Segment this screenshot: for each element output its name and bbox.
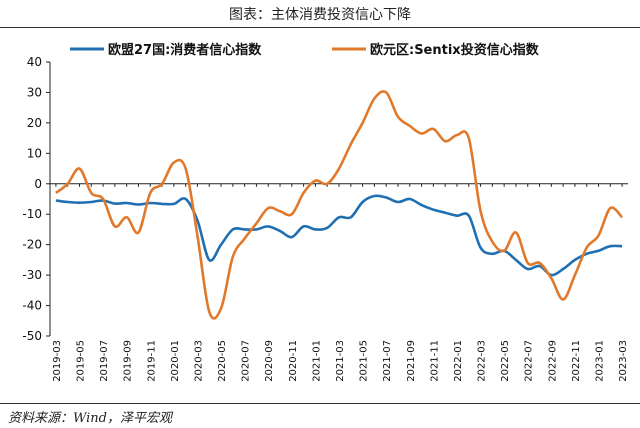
y-tick-label: -50 <box>22 329 42 343</box>
axes: 40 30 20 10 0 -10 -20 -30 -40 -50 2019-03 2019-05 20… <box>22 55 629 382</box>
y-tick-label: -10 <box>22 207 42 221</box>
legend-label-eu-consumer: 欧盟27国:消费者信心指数 <box>108 42 262 58</box>
x-tick-label: 2019-03 <box>52 340 63 382</box>
x-tick-label: 2022-09 <box>547 340 558 382</box>
x-tick-label: 2019-07 <box>99 340 110 382</box>
x-tick-label: 2020-09 <box>264 340 275 382</box>
x-tick-label: 2019-09 <box>123 340 134 382</box>
x-tick-label: 2023-01 <box>595 340 606 382</box>
x-tick-label: 2021-11 <box>429 340 440 382</box>
title-divider <box>0 27 640 28</box>
y-tick-label: 10 <box>27 146 42 160</box>
y-tick-label: -40 <box>22 299 42 313</box>
x-tick-label: 2019-05 <box>75 340 86 382</box>
chart-title: 图表：主体消费投资信心下降 <box>229 7 411 23</box>
x-tick-label: 2021-09 <box>406 340 417 382</box>
y-tick-label: 20 <box>27 116 42 130</box>
legend-label-sentix: 欧元区:Sentix投资信心指数 <box>370 42 540 58</box>
x-tick-label: 2022-11 <box>571 340 582 382</box>
x-tick-label: 2022-03 <box>477 340 488 382</box>
x-tick-label: 2019-11 <box>146 340 157 382</box>
x-tick-label: 2021-05 <box>359 340 370 382</box>
line-chart: 欧盟27国:消费者信心指数 欧元区:Sentix投资信心指数 40 30 20 10 0… <box>22 42 629 382</box>
x-tick-label: 2021-01 <box>311 340 322 382</box>
y-tick-label: 0 <box>34 177 42 191</box>
x-tick-label: 2020-07 <box>241 340 252 382</box>
y-tick-label: 40 <box>27 55 42 69</box>
y-tick-label: -20 <box>22 238 42 252</box>
footer-divider <box>0 403 640 404</box>
x-tick-label: 2021-07 <box>382 340 393 382</box>
legend: 欧盟27国:消费者信心指数 欧元区:Sentix投资信心指数 <box>70 42 540 58</box>
x-tick-label: 2021-03 <box>335 340 346 382</box>
x-tick-label: 2020-01 <box>170 340 181 382</box>
source-note: 资料来源：Wind，泽平宏观 <box>8 411 172 426</box>
y-tick-label: 30 <box>27 85 42 99</box>
x-tick-label: 2022-01 <box>453 340 464 382</box>
x-tick-label: 2020-11 <box>288 340 299 382</box>
x-tick-label: 2020-05 <box>217 340 228 382</box>
x-tick-label: 2022-07 <box>524 340 535 382</box>
x-tick-label: 2023-03 <box>618 340 629 382</box>
x-tick-label: 2022-05 <box>500 340 511 382</box>
x-tick-label: 2020-03 <box>193 340 204 382</box>
series-line-eu-consumer <box>55 194 623 277</box>
series-layer <box>55 90 624 320</box>
series-line-sentix <box>55 90 624 320</box>
y-tick-label: -30 <box>22 268 42 282</box>
